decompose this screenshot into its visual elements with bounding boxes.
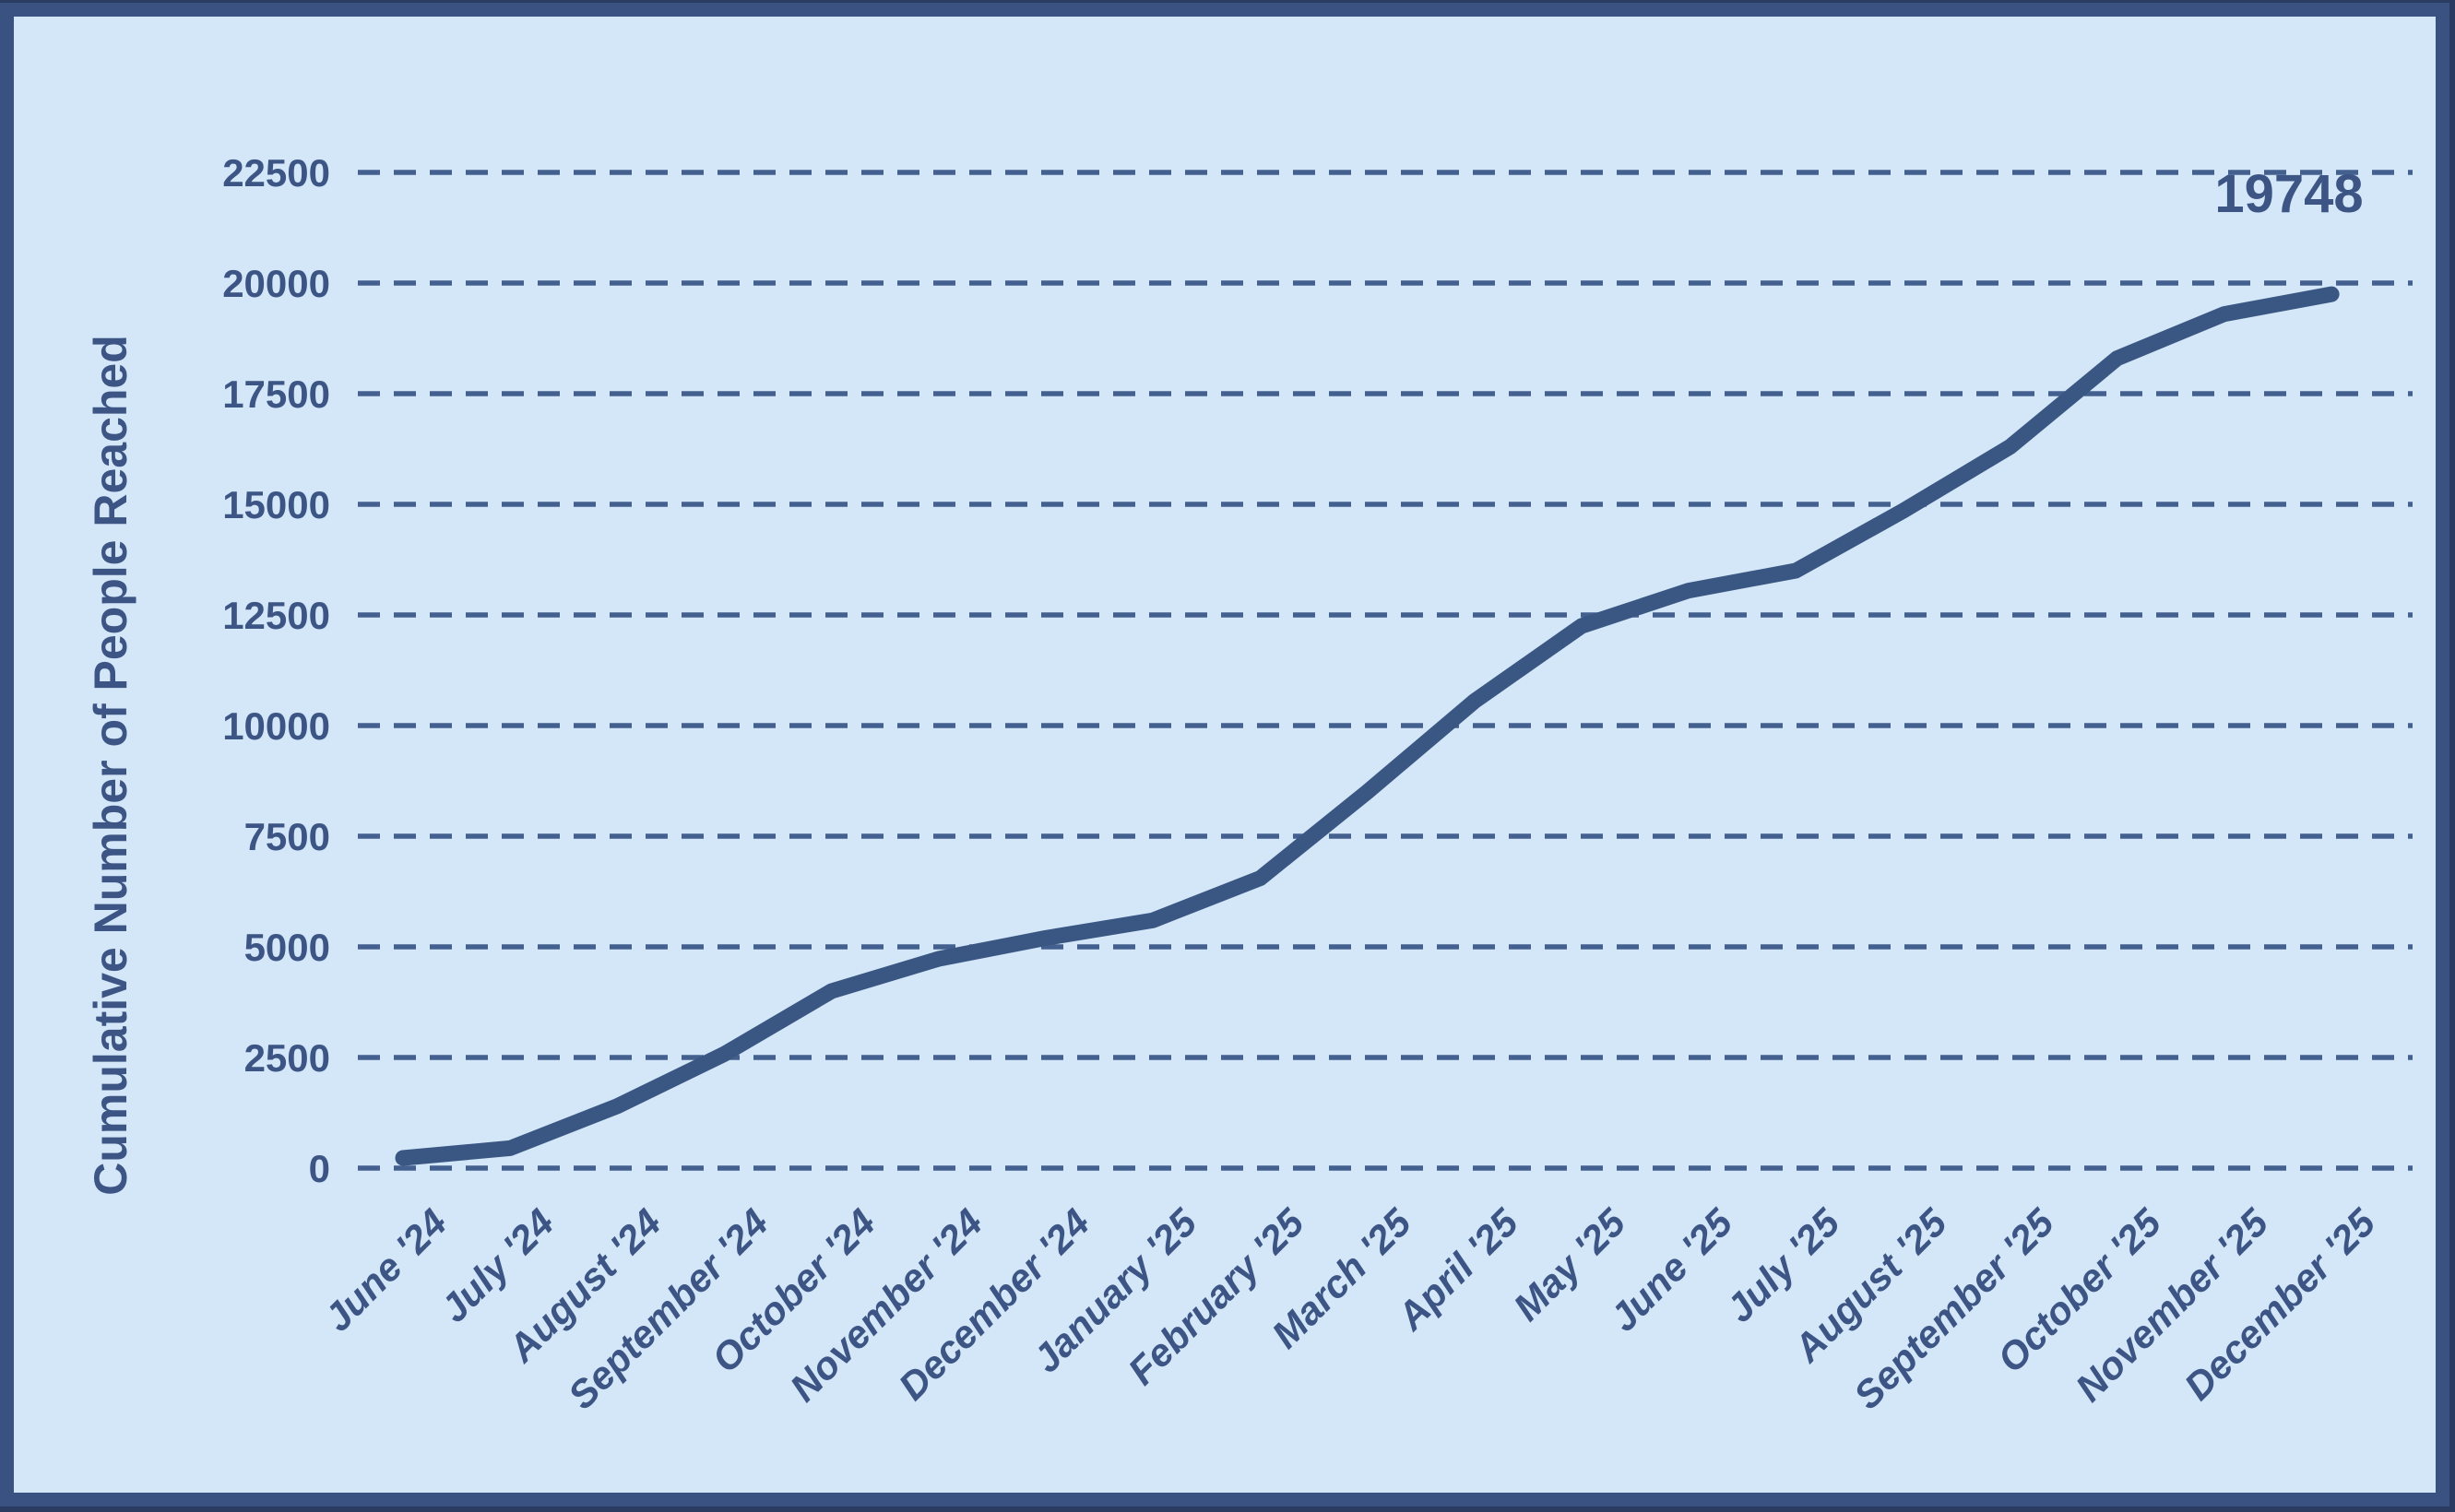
x-tick-label: December '25 — [2176, 1200, 2384, 1409]
y-tick-label: 22500 — [222, 151, 330, 195]
y-tick-label: 2500 — [244, 1036, 330, 1080]
y-axis-tick-labels: 0 2500 5000 7500 10000 12500 15000 17500 20000 22… — [222, 151, 330, 1190]
y-tick-label: 7500 — [244, 815, 330, 858]
y-tick-label: 10000 — [222, 704, 330, 748]
data-line — [395, 286, 2340, 1166]
x-tick-label: November '25 — [2067, 1200, 2276, 1410]
y-tick-label: 20000 — [222, 262, 330, 305]
x-tick-label: June '24 — [315, 1200, 455, 1340]
y-tick-label: 5000 — [244, 926, 330, 969]
y-tick-label: 17500 — [222, 372, 330, 416]
gridlines — [358, 170, 2413, 1171]
y-tick-label: 0 — [309, 1147, 330, 1190]
y-tick-label: 12500 — [222, 594, 330, 637]
x-tick-label: November '24 — [781, 1200, 990, 1410]
chart-frame — [0, 3, 2449, 1506]
x-tick-label: December '24 — [890, 1200, 1097, 1408]
y-tick-label: 15000 — [222, 483, 330, 526]
y-axis-title: Cumulative Number of People Reached — [85, 335, 136, 1196]
final-value-label: 19748 — [2214, 164, 2363, 224]
